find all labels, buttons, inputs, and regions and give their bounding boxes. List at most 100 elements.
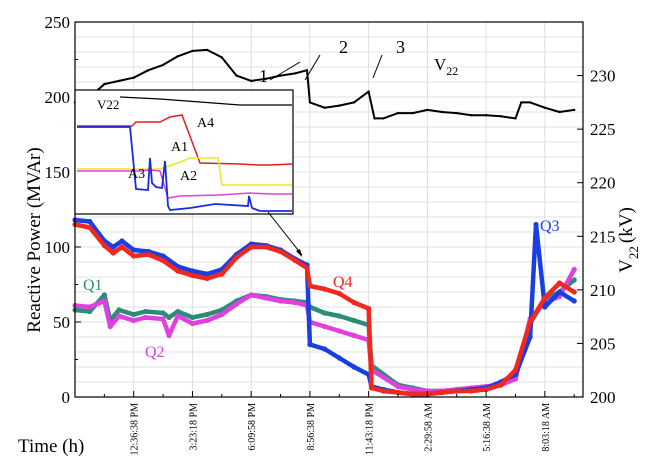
point-q2 [107,323,113,330]
label-q2: Q2 [145,344,165,361]
point-v22 [338,104,341,107]
point-v22 [117,79,121,83]
point-q1 [189,314,196,321]
point-q4 [336,290,342,297]
event-1-label: 1 [259,66,268,86]
point-q3 [189,268,196,274]
inset-a1-line [77,157,292,186]
x-tick-label: 8:03:18 AM [541,403,552,452]
point-q4 [410,391,416,397]
point-v22 [161,63,165,67]
point-q4 [131,253,137,259]
point-q4 [175,268,181,274]
point-q2 [263,295,269,301]
point-q4 [119,244,125,250]
point-q4 [380,388,386,394]
y-axis-title: Reactive Power (MVAr) [24,147,45,332]
point-q1 [166,314,172,321]
y2-tick-label: 215 [590,227,616,246]
point-q2 [142,314,149,321]
point-q3 [322,346,328,352]
point-v22 [470,114,473,117]
point-q4 [439,389,445,396]
point-v22 [176,55,179,58]
point-v22 [484,114,488,117]
point-q1 [175,308,181,315]
point-q4 [145,251,151,258]
y-tick-label: 250 [45,13,71,32]
x-tick-label: 6:09:58 PM [247,403,258,451]
point-q4 [292,257,298,264]
point-v22 [558,110,561,114]
point-q4 [395,389,401,396]
point-v22 [528,101,532,104]
point-v22 [352,101,356,104]
x-tick-label: 3:23:18 PM [188,403,199,451]
event-1-line [269,61,301,81]
inset-chart: V22 A4 A1 A2 A3 [74,89,294,215]
y2-tick-label: 220 [590,174,616,193]
point-q3 [87,218,93,225]
y2-tick-label: 200 [590,388,616,407]
point-q3 [527,334,533,340]
point-v22 [235,74,238,77]
point-q2 [292,299,298,306]
point-q1 [131,311,137,318]
point-q4 [498,382,504,388]
point-q2 [336,328,342,334]
x-tick-label: 5:16:38 AM [482,403,493,452]
point-q1 [351,317,357,324]
inset-label-a2: A2 [180,169,197,184]
svg-text:V22(kV): V22 (kV) [616,207,641,273]
x-axis-title: Time (h) [18,436,84,457]
axes: 0 50 100 150 200 250 200 205 210 215 220 225 230 12:3… [45,13,616,456]
event-2-line [304,54,321,81]
point-q3 [119,238,125,244]
point-q4 [512,367,519,373]
point-v22 [220,56,223,59]
point-v22 [373,117,376,120]
point-q1 [101,292,107,298]
point-q3 [533,221,539,228]
inset-label-a1: A1 [171,140,188,155]
point-v22 [308,101,312,104]
inset-a3-line [77,126,292,212]
x-tick-label: 2:29:58 AM [423,403,434,452]
y-tick-label: 50 [53,313,70,332]
point-v22 [103,82,106,86]
y-tick-label: 150 [45,163,71,182]
point-q1 [116,307,122,313]
point-q4 [571,289,577,295]
point-q2 [395,383,401,390]
inset-callout-line [267,211,303,256]
point-v22 [147,69,150,72]
event-markers [269,54,383,81]
point-q4 [351,299,357,306]
point-q2 [204,317,210,324]
inset-callout-arrowhead [296,249,302,257]
point-v22 [250,79,253,83]
point-q3 [160,253,166,259]
point-q3 [110,244,116,250]
point-q4 [322,286,328,292]
point-q4 [277,248,284,255]
point-q2 [131,317,137,324]
y2-axis-title-unit: (kV) [616,207,637,243]
event-3-line [372,54,383,79]
point-q4 [110,250,116,256]
point-q2 [248,292,254,298]
point-q3 [336,355,342,361]
point-q3 [204,271,210,277]
point-q4 [483,386,489,393]
y2-tick-label: 230 [590,67,616,86]
point-q3 [131,247,137,253]
point-v22 [205,48,209,52]
label-q4: Q4 [333,274,353,291]
point-q4 [304,265,310,271]
x-tick-label: 12:36:38 PM [130,403,141,456]
x-tick-label: 8:56:38 PM [306,403,317,451]
series-layer [72,48,577,397]
point-v22 [411,111,414,115]
x-tick-label: 11:43:18 PM [365,403,376,455]
